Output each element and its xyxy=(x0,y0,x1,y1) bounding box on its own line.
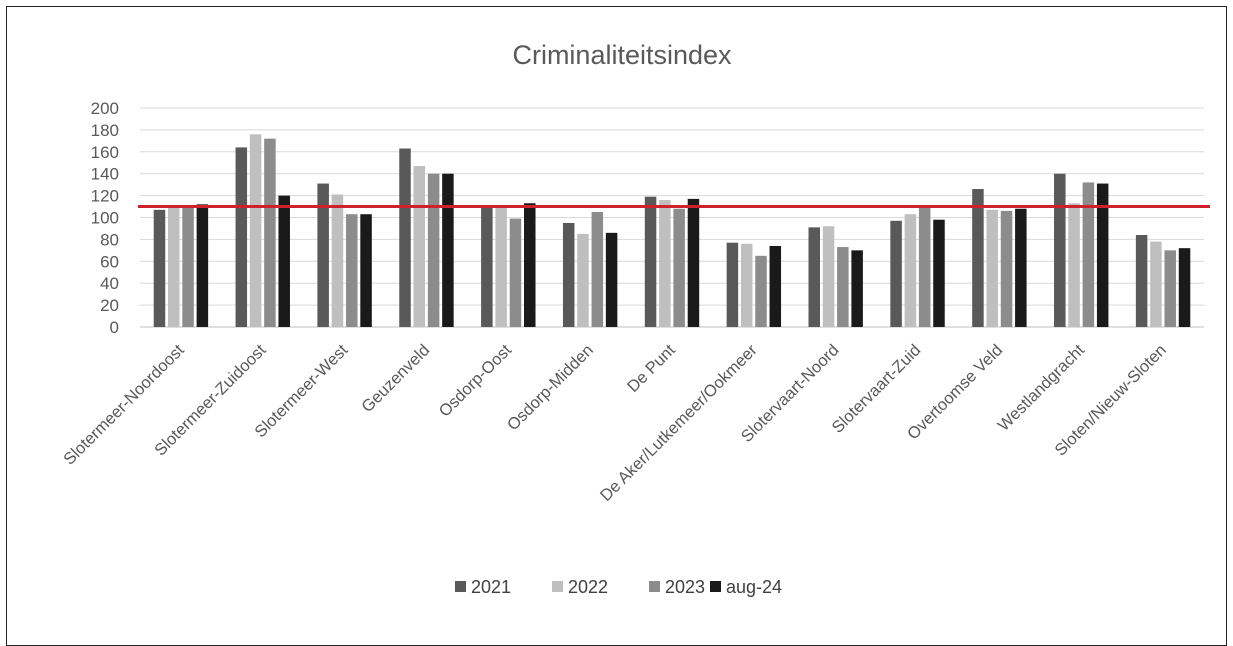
bar-aug-24 xyxy=(851,250,863,327)
category-label: Osdorp-Midden xyxy=(504,341,597,434)
y-tick-label: 160 xyxy=(91,143,119,162)
bar-aug-24 xyxy=(1178,248,1191,327)
bar-aug-24 xyxy=(442,173,454,327)
bar-aug-24 xyxy=(360,214,372,327)
category-label: De Punt xyxy=(624,341,679,396)
bar-2021 xyxy=(1054,173,1066,327)
bar-2021 xyxy=(1135,235,1148,327)
bar-2023 xyxy=(264,138,276,327)
category-label: De Aker/Lutkemeer/Ookmeer xyxy=(597,341,761,505)
legend-swatch xyxy=(649,581,660,592)
bar-2022 xyxy=(577,233,589,327)
bar-aug-24 xyxy=(1015,208,1027,327)
bar-2022 xyxy=(904,214,917,327)
bar-2023 xyxy=(1000,210,1013,327)
y-tick-label: 200 xyxy=(91,99,119,118)
bar-aug-24 xyxy=(605,232,618,327)
bar-2023 xyxy=(1164,250,1176,327)
bar-2021 xyxy=(481,207,493,327)
bar-aug-24 xyxy=(1096,183,1109,327)
bar-2021 xyxy=(726,242,739,327)
bar-2021 xyxy=(644,196,657,327)
y-tick-label: 100 xyxy=(91,209,119,228)
bar-2022 xyxy=(659,199,671,327)
bar-aug-24 xyxy=(687,198,700,327)
bar-2022 xyxy=(495,207,507,327)
bar-2022 xyxy=(168,206,180,327)
legend: 2021 2022 2023 aug-24 xyxy=(455,577,782,597)
legend-label: 2022 xyxy=(568,577,608,597)
bar-2021 xyxy=(317,183,329,327)
bar-2021 xyxy=(972,189,984,327)
bar-2023 xyxy=(918,207,931,327)
category-label: Osdorp-Oost xyxy=(436,341,516,421)
y-tick-label: 0 xyxy=(110,318,119,337)
bar-2023 xyxy=(182,205,194,327)
bar-2021 xyxy=(890,220,902,327)
bar-2022 xyxy=(740,243,753,327)
legend-swatch xyxy=(552,581,563,592)
bar-2021 xyxy=(808,227,820,327)
x-axis-categories: Slotermeer-NoordoostSlotermeer-ZuidoostS… xyxy=(60,341,1170,505)
bar-2021 xyxy=(235,147,248,327)
bar-2023 xyxy=(1082,182,1095,327)
gridlines xyxy=(140,107,1204,328)
bar-2022 xyxy=(249,134,262,327)
bar-aug-24 xyxy=(769,245,782,327)
bar-2021 xyxy=(562,222,575,327)
chart-frame: Criminaliteitsindex 0 20 40 60 80 100 120 140 16… xyxy=(6,6,1227,646)
bar-2022 xyxy=(822,226,835,327)
bar-2023 xyxy=(509,218,522,327)
bar-2022 xyxy=(986,209,998,327)
bar-2023 xyxy=(346,214,358,327)
bar-aug-24 xyxy=(278,195,290,327)
bar-aug-24 xyxy=(933,219,945,327)
bar-2021 xyxy=(399,148,411,327)
y-tick-label: 140 xyxy=(91,165,119,184)
legend-label: 2021 xyxy=(471,577,511,597)
legend-label: 2023 xyxy=(665,577,705,597)
bar-aug-24 xyxy=(524,203,536,327)
bar-2022 xyxy=(1068,203,1080,327)
legend-label: aug-24 xyxy=(726,577,782,597)
bar-aug-24 xyxy=(196,204,209,327)
y-axis-ticks: 0 20 40 60 80 100 120 140 160 180 200 xyxy=(91,99,119,337)
legend-swatch xyxy=(710,581,721,592)
bar-chart: Criminaliteitsindex 0 20 40 60 80 100 120 140 16… xyxy=(60,40,1210,597)
category-label: Westlandgracht xyxy=(994,341,1088,435)
bar-2023 xyxy=(591,212,604,327)
y-tick-label: 120 xyxy=(91,187,119,206)
category-label: Slotervaart-Zuid xyxy=(829,341,925,437)
bar-2021 xyxy=(153,209,166,327)
chart-title: Criminaliteitsindex xyxy=(512,40,732,70)
y-tick-label: 80 xyxy=(100,230,119,249)
y-tick-label: 40 xyxy=(100,274,119,293)
legend-swatch xyxy=(455,581,466,592)
bar-2022 xyxy=(1150,241,1162,327)
bar-2023 xyxy=(673,208,685,327)
bar-2022 xyxy=(413,166,426,327)
y-tick-label: 180 xyxy=(91,121,119,140)
bar-2023 xyxy=(837,247,849,327)
bar-2023 xyxy=(427,173,440,327)
bar-2023 xyxy=(755,255,767,327)
bar-2022 xyxy=(331,194,344,327)
category-label: Geuzenveld xyxy=(358,341,433,416)
y-tick-label: 20 xyxy=(100,296,119,315)
bars xyxy=(153,134,1191,327)
y-tick-label: 60 xyxy=(100,252,119,271)
